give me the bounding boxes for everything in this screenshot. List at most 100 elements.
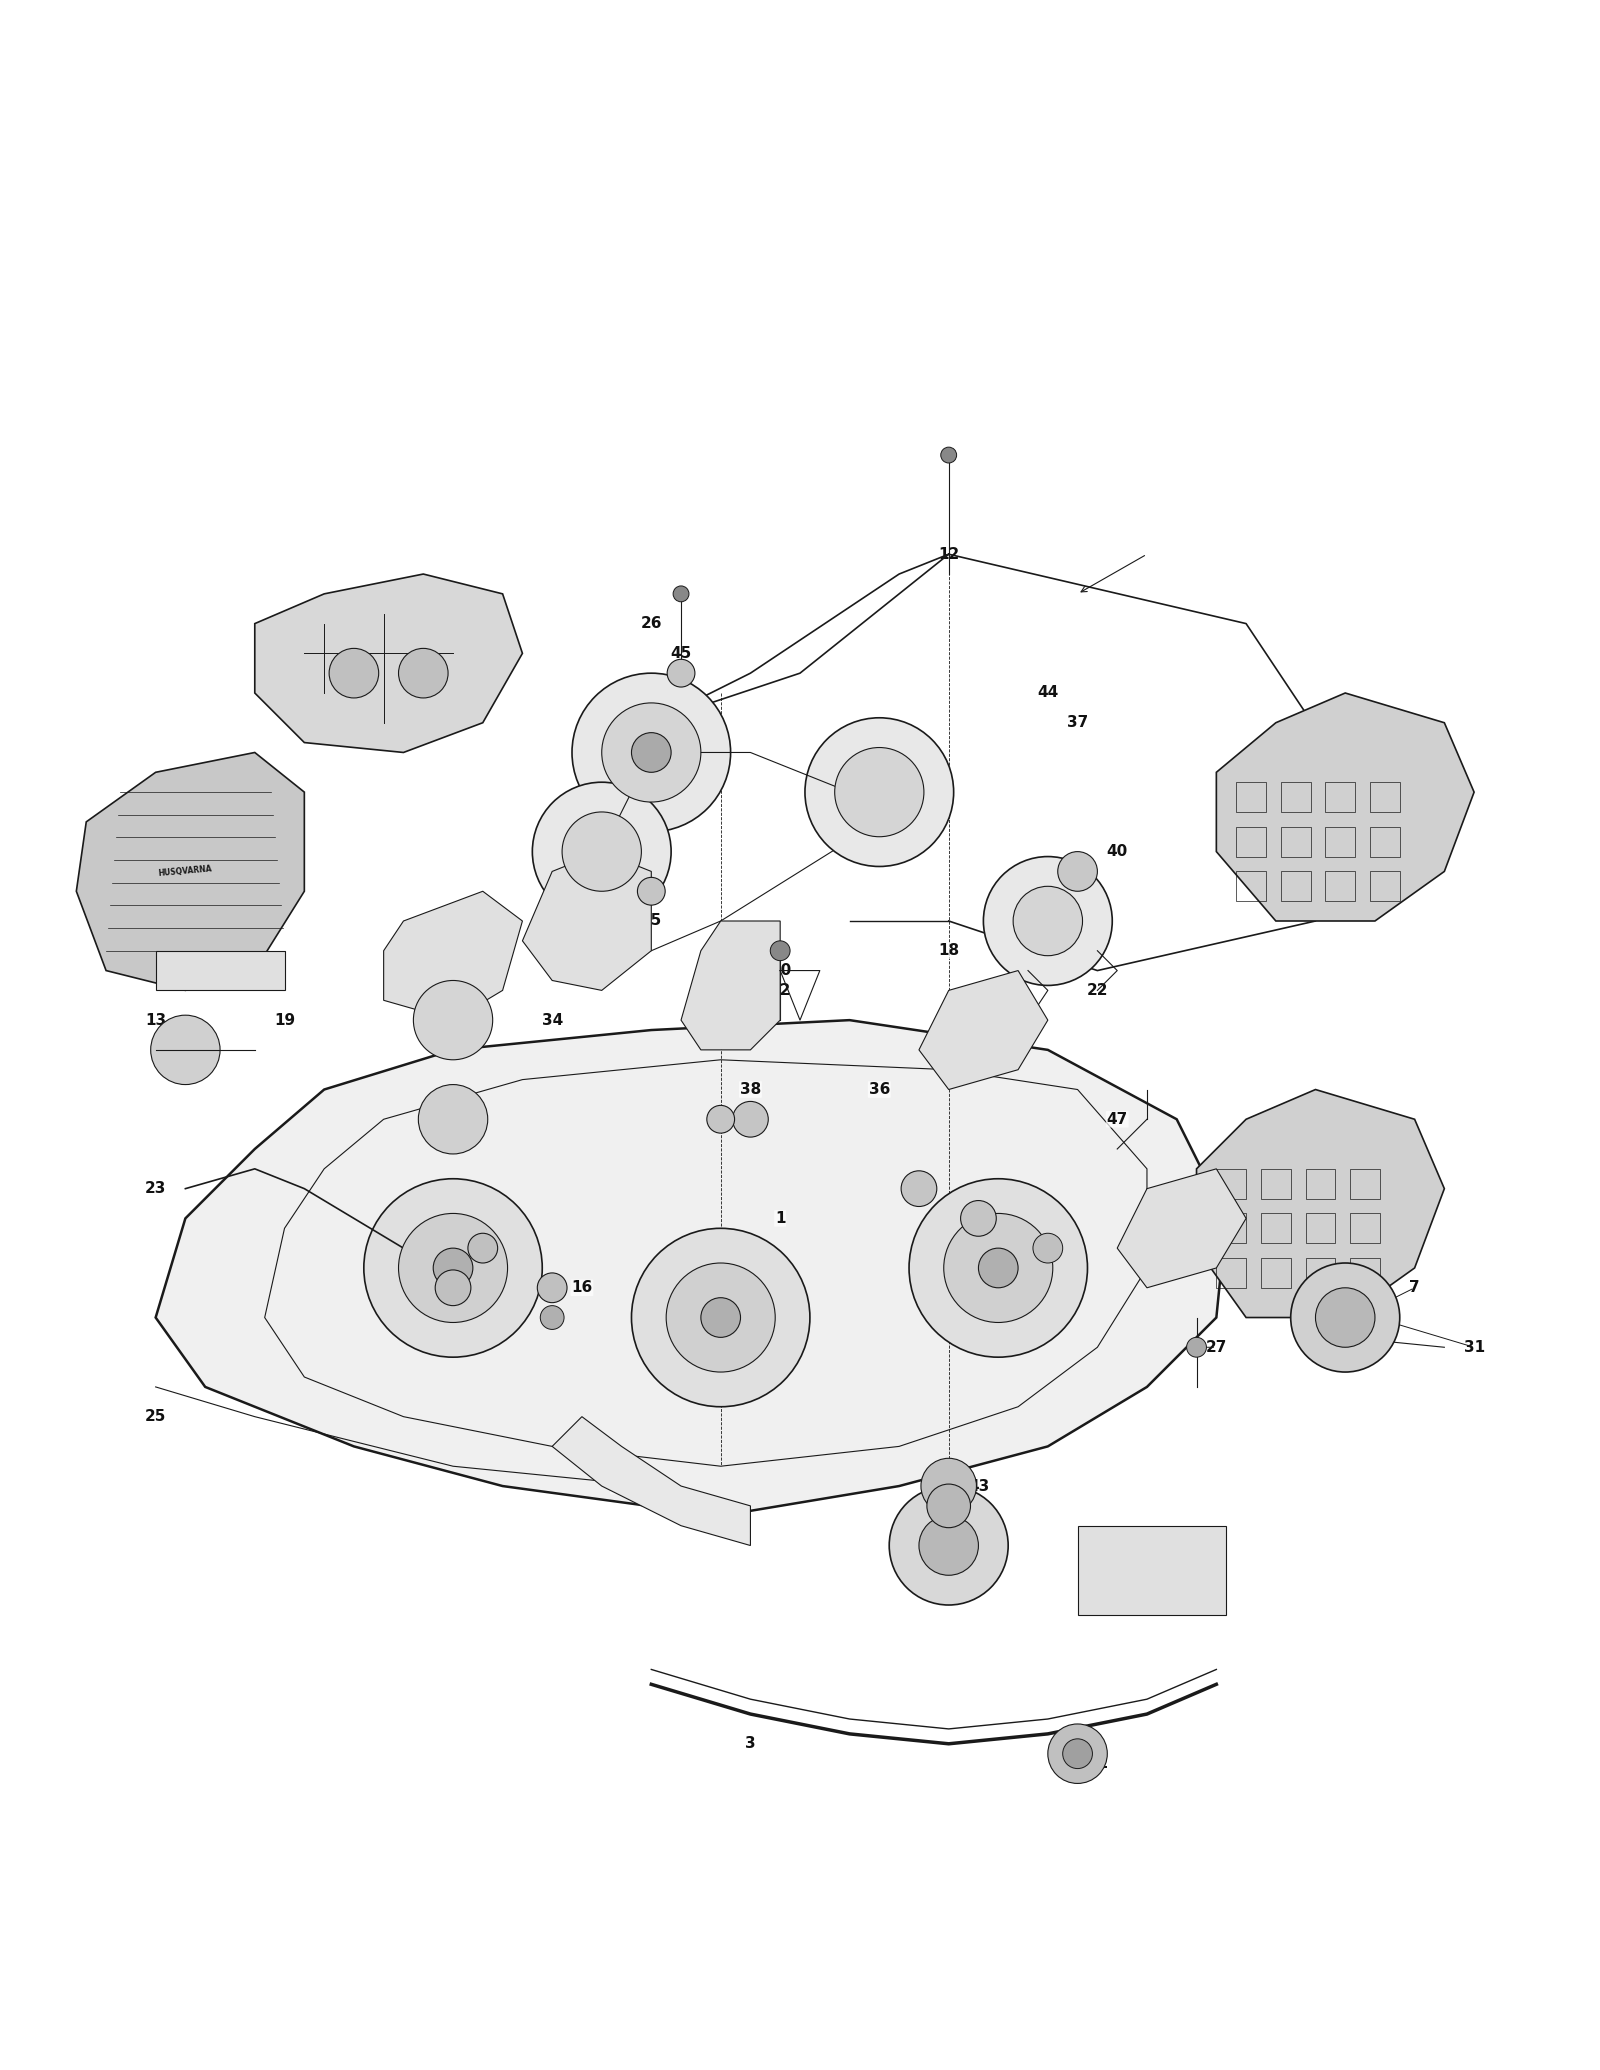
Bar bbox=[1237, 826, 1266, 857]
Text: 8: 8 bbox=[1072, 884, 1083, 898]
Circle shape bbox=[666, 1263, 776, 1372]
Text: 25: 25 bbox=[146, 1410, 166, 1424]
Text: 23: 23 bbox=[146, 1182, 166, 1196]
Circle shape bbox=[909, 1178, 1088, 1358]
Polygon shape bbox=[918, 971, 1048, 1089]
Circle shape bbox=[701, 1298, 741, 1337]
Bar bbox=[1370, 782, 1400, 811]
Bar bbox=[1216, 1259, 1246, 1288]
Polygon shape bbox=[155, 1021, 1226, 1515]
Bar bbox=[1350, 1213, 1379, 1244]
Text: 44: 44 bbox=[1037, 685, 1059, 700]
Text: 37: 37 bbox=[1067, 716, 1088, 731]
Text: 30: 30 bbox=[770, 963, 790, 977]
Text: 21: 21 bbox=[245, 944, 266, 958]
Bar bbox=[1261, 1170, 1291, 1199]
Text: 27: 27 bbox=[1206, 1339, 1227, 1354]
Circle shape bbox=[944, 1213, 1053, 1323]
Polygon shape bbox=[155, 950, 285, 989]
Circle shape bbox=[1034, 1234, 1062, 1263]
Text: 1: 1 bbox=[774, 1211, 786, 1225]
Text: 45: 45 bbox=[640, 913, 662, 929]
Text: 45: 45 bbox=[710, 1112, 731, 1126]
Bar bbox=[1350, 1170, 1379, 1199]
Circle shape bbox=[637, 878, 666, 905]
Bar bbox=[1325, 782, 1355, 811]
Bar bbox=[1306, 1259, 1336, 1288]
Text: 39: 39 bbox=[1037, 1240, 1059, 1256]
Text: 6: 6 bbox=[1171, 1577, 1182, 1592]
Text: 11: 11 bbox=[174, 845, 195, 859]
Text: 22: 22 bbox=[1086, 983, 1109, 998]
Bar bbox=[1325, 826, 1355, 857]
Bar bbox=[1306, 1213, 1336, 1244]
Circle shape bbox=[1187, 1337, 1206, 1358]
Text: 5: 5 bbox=[280, 646, 290, 660]
Circle shape bbox=[398, 1213, 507, 1323]
Text: 48: 48 bbox=[1008, 1012, 1029, 1027]
Text: 31: 31 bbox=[1464, 1339, 1485, 1354]
Text: 36: 36 bbox=[869, 1083, 890, 1097]
Text: 33: 33 bbox=[443, 1279, 464, 1296]
Text: 35: 35 bbox=[1306, 785, 1326, 799]
Text: 26: 26 bbox=[640, 617, 662, 631]
Circle shape bbox=[733, 1101, 768, 1136]
Circle shape bbox=[541, 1306, 565, 1329]
Text: 3: 3 bbox=[746, 1737, 755, 1751]
Text: 14: 14 bbox=[938, 1559, 960, 1573]
Polygon shape bbox=[1197, 1089, 1445, 1317]
Circle shape bbox=[979, 1248, 1018, 1288]
Circle shape bbox=[632, 733, 670, 772]
Circle shape bbox=[901, 1172, 938, 1207]
Text: 41: 41 bbox=[413, 944, 434, 958]
Circle shape bbox=[674, 586, 690, 602]
Text: 43: 43 bbox=[968, 1478, 989, 1495]
Circle shape bbox=[1315, 1288, 1374, 1348]
Polygon shape bbox=[552, 1416, 750, 1546]
Circle shape bbox=[363, 1178, 542, 1358]
Circle shape bbox=[330, 648, 379, 698]
Polygon shape bbox=[1117, 1170, 1246, 1288]
Text: 38: 38 bbox=[739, 1083, 762, 1097]
Circle shape bbox=[1291, 1263, 1400, 1372]
Bar bbox=[1216, 1170, 1246, 1199]
Text: 13: 13 bbox=[146, 1012, 166, 1027]
Circle shape bbox=[632, 1228, 810, 1408]
Text: 17: 17 bbox=[472, 1240, 493, 1256]
Text: 12: 12 bbox=[938, 546, 960, 561]
Text: 29: 29 bbox=[739, 963, 762, 977]
Bar bbox=[1216, 1213, 1246, 1244]
Bar bbox=[1280, 871, 1310, 900]
Text: 10: 10 bbox=[869, 814, 890, 830]
Text: HUSQVARNA: HUSQVARNA bbox=[158, 865, 213, 878]
Circle shape bbox=[918, 1515, 979, 1575]
Text: 32: 32 bbox=[1086, 1755, 1109, 1772]
Text: 42: 42 bbox=[770, 983, 790, 998]
Bar bbox=[1350, 1259, 1379, 1288]
Bar bbox=[1261, 1213, 1291, 1244]
Circle shape bbox=[984, 857, 1112, 985]
Text: 15: 15 bbox=[542, 913, 563, 929]
Bar bbox=[1325, 871, 1355, 900]
Text: 28: 28 bbox=[442, 1043, 464, 1058]
Polygon shape bbox=[523, 851, 651, 989]
Circle shape bbox=[1062, 1739, 1093, 1768]
Circle shape bbox=[602, 704, 701, 801]
Circle shape bbox=[413, 981, 493, 1060]
Text: 20: 20 bbox=[968, 1012, 989, 1027]
Circle shape bbox=[467, 1234, 498, 1263]
Circle shape bbox=[150, 1014, 221, 1085]
Circle shape bbox=[1058, 851, 1098, 892]
Text: 24: 24 bbox=[611, 1478, 632, 1495]
Bar bbox=[1280, 826, 1310, 857]
Circle shape bbox=[835, 747, 923, 836]
Circle shape bbox=[434, 1248, 474, 1288]
Text: 39: 39 bbox=[1136, 1240, 1157, 1256]
Bar bbox=[1261, 1259, 1291, 1288]
Text: 19: 19 bbox=[274, 1012, 294, 1027]
Polygon shape bbox=[254, 573, 523, 753]
Text: 47: 47 bbox=[1107, 1112, 1128, 1126]
Circle shape bbox=[435, 1269, 470, 1306]
Bar bbox=[1370, 826, 1400, 857]
Text: 18: 18 bbox=[938, 944, 960, 958]
